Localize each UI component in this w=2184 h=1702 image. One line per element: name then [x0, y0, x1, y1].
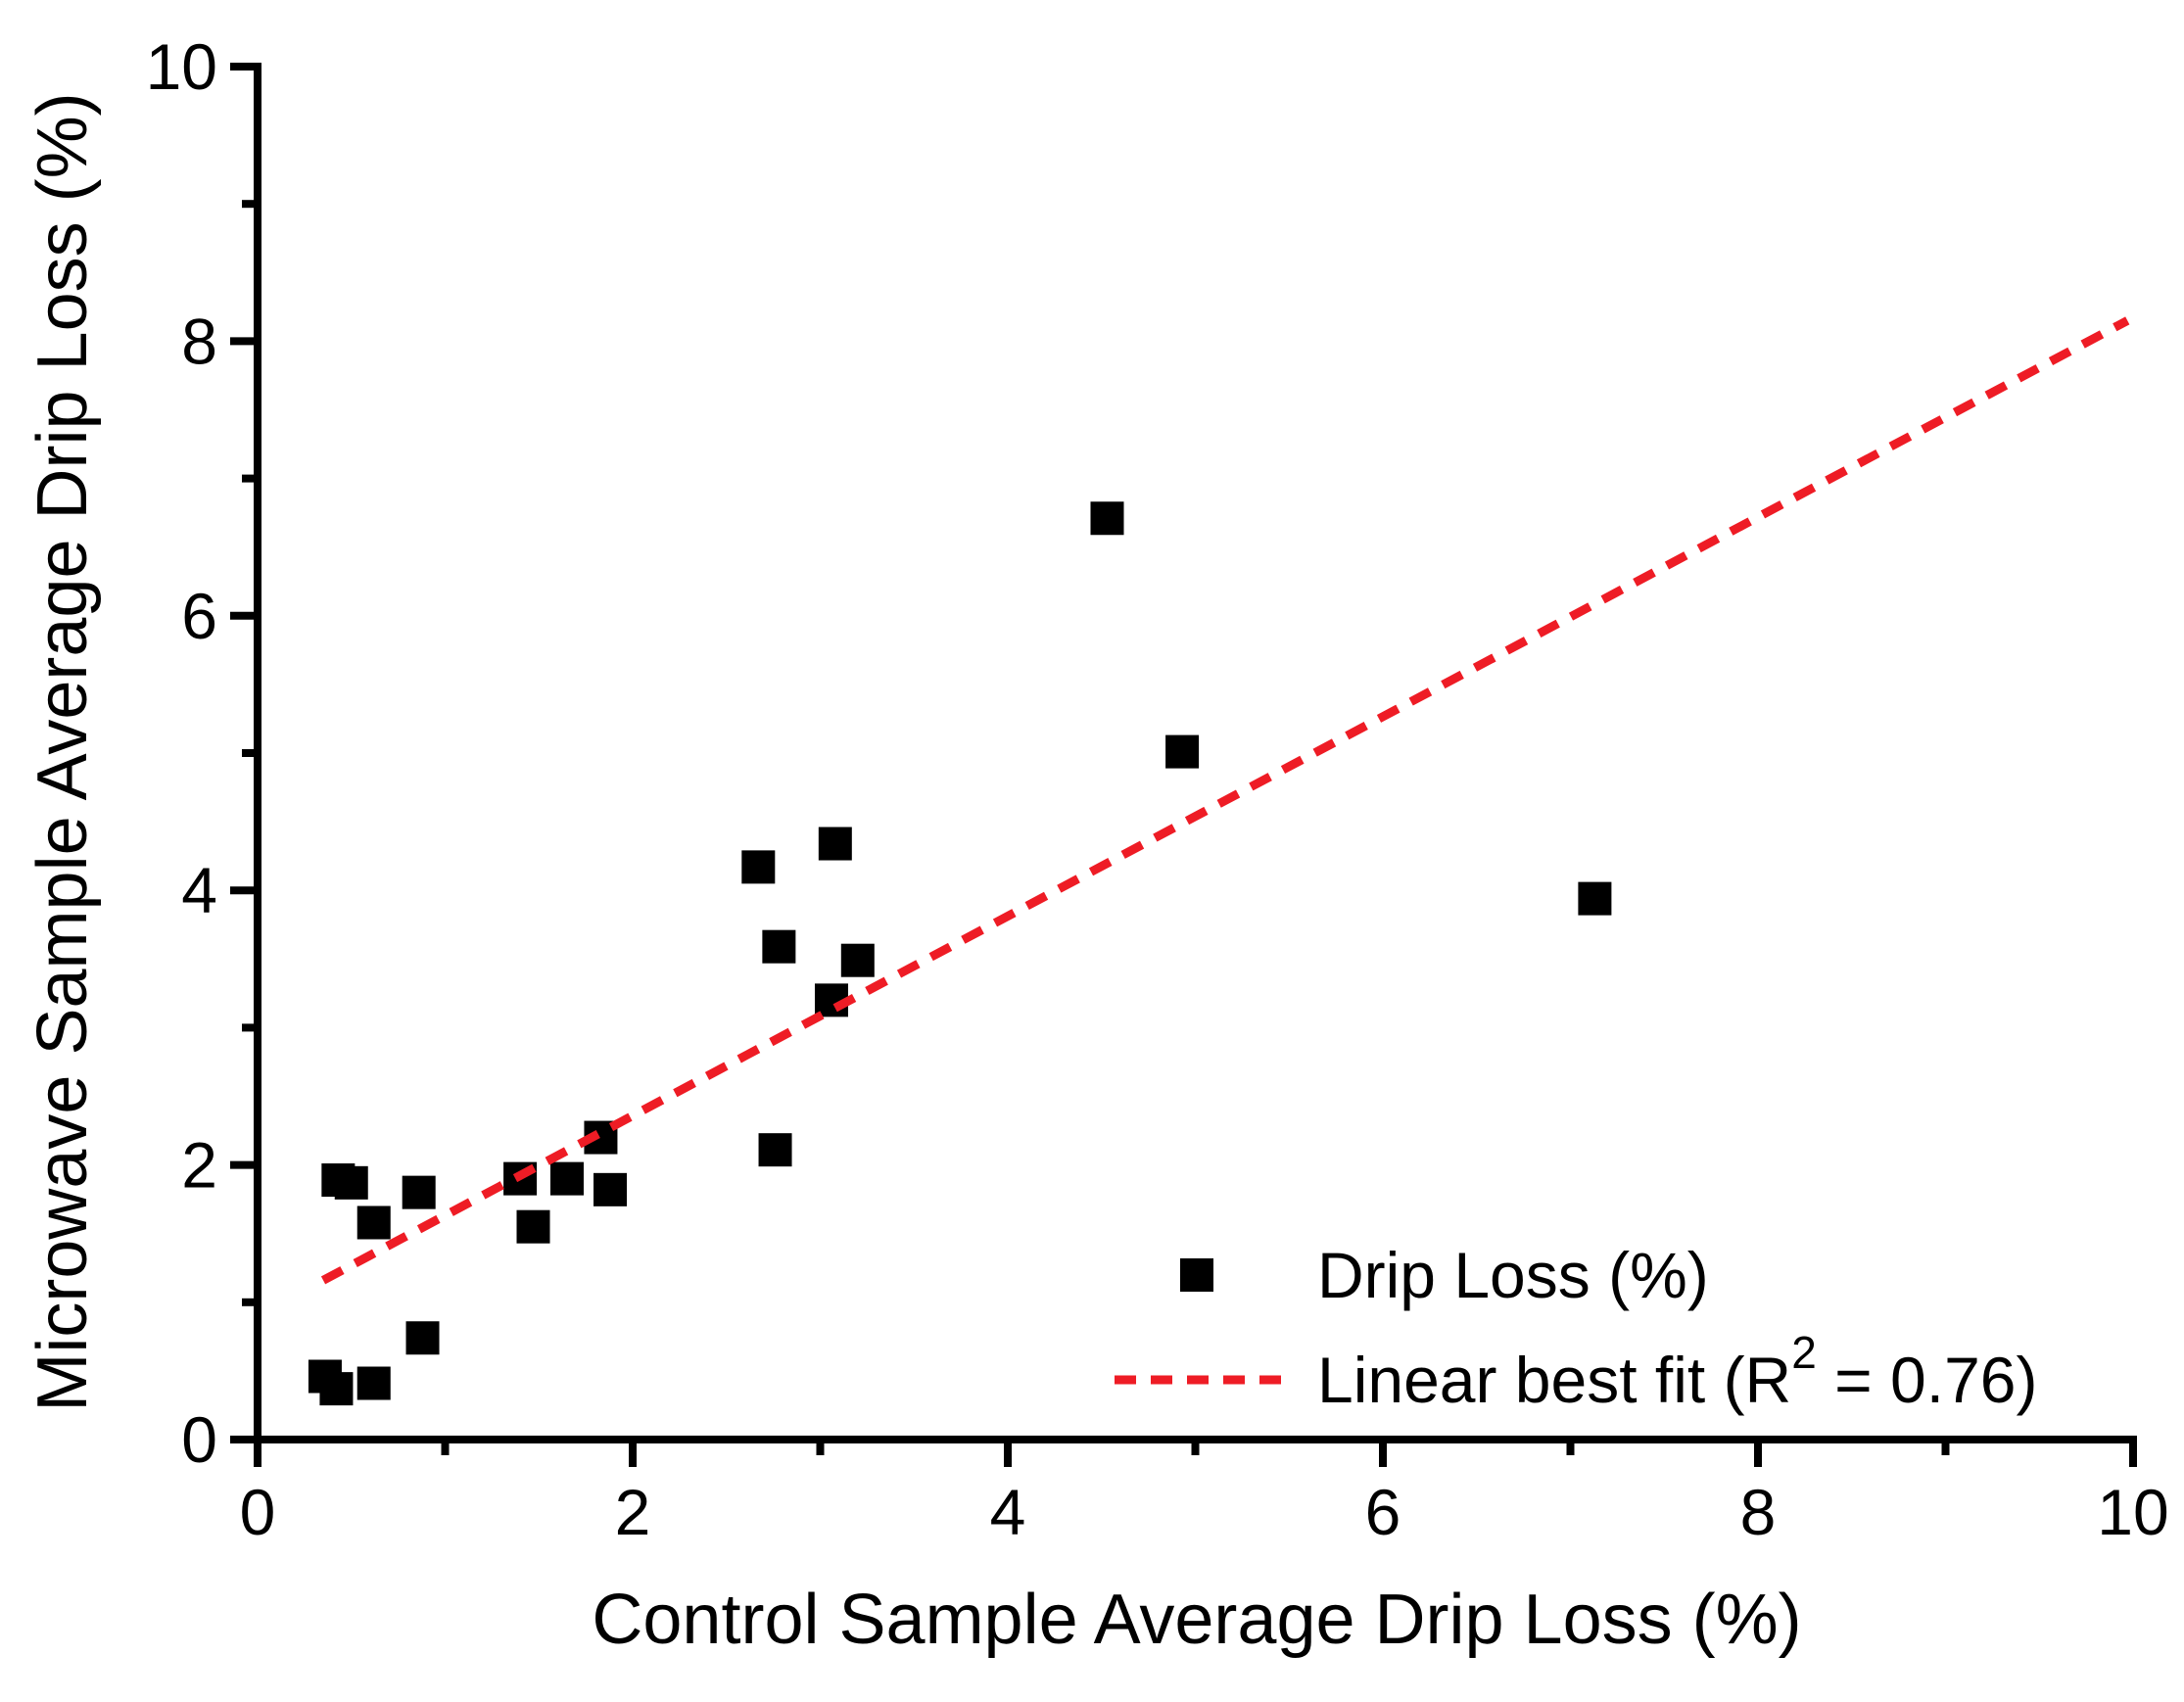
x-tick-label: 4 — [990, 1476, 1026, 1548]
data-point-marker — [356, 1206, 391, 1240]
axes — [230, 63, 2137, 1467]
tick-labels: 0 2 4 6 8 10 0 2 4 6 8 10 — [146, 30, 2169, 1548]
best-fit-line — [320, 316, 2130, 1285]
data-point-marker — [549, 1161, 584, 1196]
data-point-marker — [334, 1165, 368, 1200]
data-point-marker — [1578, 881, 1612, 916]
data-point-marker — [402, 1175, 436, 1209]
x-tick-label: 10 — [2097, 1476, 2168, 1548]
y-tick-label: 6 — [181, 580, 217, 652]
data-point-marker — [356, 1366, 391, 1400]
legend-label-linear-fit: Linear best fit (R2 = 0.76) — [1317, 1327, 2037, 1416]
y-tick-label: 2 — [181, 1129, 217, 1202]
data-point-marker — [1165, 734, 1200, 769]
data-point-marker — [818, 827, 852, 861]
data-point-marker — [319, 1372, 354, 1406]
data-point-marker — [516, 1209, 550, 1244]
data-point-marker — [1090, 501, 1124, 536]
x-axis-title: Control Sample Average Drip Loss (%) — [592, 1581, 1801, 1659]
data-point-marker — [741, 850, 776, 884]
y-tick-label: 10 — [146, 30, 217, 103]
data-point-marker — [758, 1133, 792, 1167]
x-tick-label: 8 — [1740, 1476, 1777, 1548]
legend: Drip Loss (%) Linear best fit (R2 = 0.76… — [1115, 1239, 2037, 1416]
legend-label-drip-loss: Drip Loss (%) — [1317, 1239, 1709, 1311]
x-tick-label: 6 — [1365, 1476, 1401, 1548]
y-tick-label: 4 — [181, 854, 217, 926]
data-series-drip-loss — [308, 501, 1612, 1406]
data-point-marker — [840, 943, 875, 977]
best-fit-line-group — [320, 316, 2130, 1285]
data-point-marker — [762, 929, 796, 964]
x-tick-label: 0 — [240, 1476, 276, 1548]
legend-scatter-marker-icon — [1180, 1258, 1213, 1292]
x-tick-label: 2 — [615, 1476, 651, 1548]
data-point-marker — [593, 1172, 628, 1206]
y-tick-label: 8 — [181, 305, 217, 377]
y-axis-title: Microwave Sample Average Drip Loss (%) — [24, 92, 102, 1411]
y-tick-label: 0 — [181, 1403, 217, 1476]
data-point-marker — [405, 1321, 440, 1355]
